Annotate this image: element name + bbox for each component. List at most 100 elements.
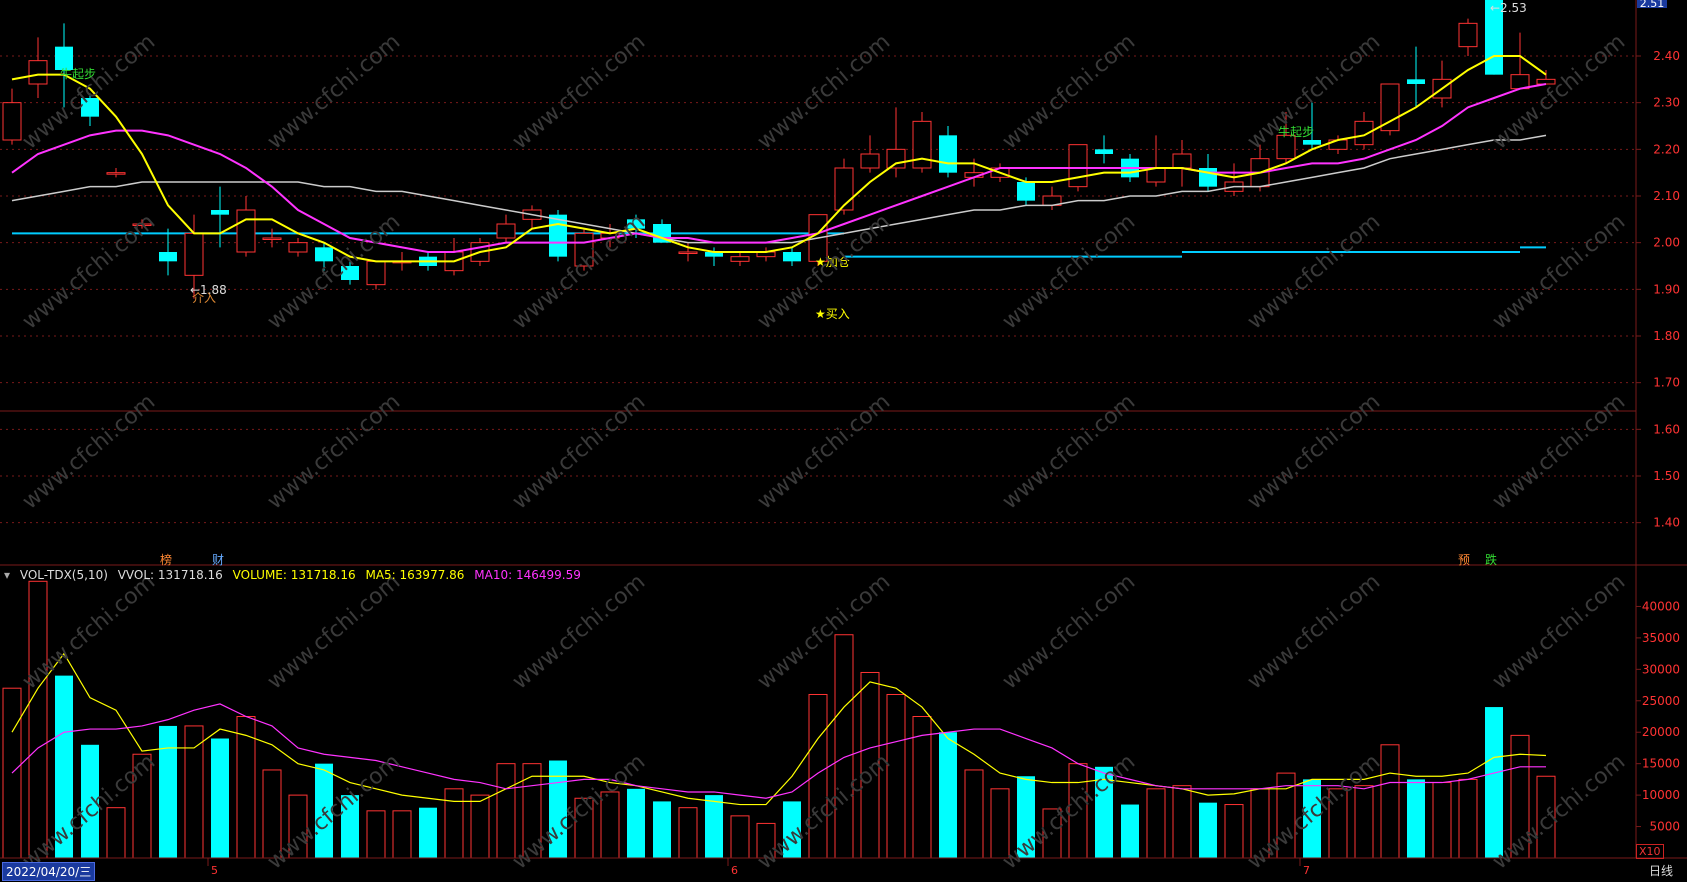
volume-bar[interactable] (549, 760, 567, 858)
candle-body[interactable] (496, 223, 516, 239)
candle-body[interactable] (2, 102, 22, 141)
candle-body[interactable] (262, 237, 282, 240)
candle-body[interactable] (81, 98, 99, 117)
candle-body[interactable] (288, 242, 308, 253)
volume-bar[interactable] (1095, 766, 1113, 858)
volume-bar[interactable] (315, 763, 333, 858)
watermark: www.cfchi.com (1488, 389, 1630, 514)
candle-body[interactable] (1407, 79, 1425, 84)
volume-bar[interactable] (184, 725, 204, 859)
candle-body[interactable] (184, 232, 204, 276)
volume-bar[interactable] (886, 693, 906, 859)
volume-bar[interactable] (470, 794, 490, 859)
candle-body[interactable] (341, 266, 359, 280)
volume-bar[interactable] (1407, 779, 1425, 858)
candle-body[interactable] (1095, 149, 1113, 154)
volume-bar[interactable] (1303, 779, 1321, 858)
candle-body[interactable] (939, 135, 957, 173)
watermark: www.cfchi.com (18, 209, 160, 334)
volume-bar[interactable] (627, 788, 645, 858)
price-tick-label: 2.10 (1653, 189, 1680, 203)
candle-body[interactable] (28, 60, 48, 85)
candle-body[interactable] (106, 172, 126, 175)
volume-bar[interactable] (1146, 788, 1166, 859)
candle-body[interactable] (834, 167, 854, 211)
volume-bar[interactable] (1224, 804, 1244, 859)
candle-body[interactable] (1354, 120, 1374, 146)
volume-bar[interactable] (1380, 744, 1400, 859)
volume-bar[interactable] (28, 580, 48, 859)
candle-body[interactable] (159, 252, 177, 262)
candle-body[interactable] (236, 209, 256, 253)
volume-bar[interactable] (783, 801, 801, 858)
candle-body[interactable] (315, 247, 333, 262)
candle-body[interactable] (1458, 22, 1478, 48)
volume-bar[interactable] (392, 810, 412, 859)
volume-bar[interactable] (211, 738, 229, 858)
event-marker: 跌 (1485, 552, 1497, 567)
candle-body[interactable] (1276, 134, 1296, 160)
vol-ma10-line (11, 703, 1546, 799)
volume-bar[interactable] (1432, 782, 1452, 859)
candle-body[interactable] (211, 210, 229, 215)
volume-bar[interactable] (366, 810, 386, 859)
volume-bar[interactable] (730, 815, 750, 859)
volume-bar[interactable] (1458, 778, 1478, 859)
watermark: www.cfchi.com (753, 569, 895, 694)
volume-bar[interactable] (55, 675, 73, 858)
candle-body[interactable] (1303, 140, 1321, 145)
volume-bar[interactable] (419, 807, 437, 858)
ma-long-line (11, 134, 1547, 244)
candle-body[interactable] (912, 120, 932, 169)
candle-body[interactable] (886, 148, 906, 169)
volume-bar[interactable] (106, 807, 126, 859)
volume-bar[interactable] (834, 634, 854, 859)
candle-body[interactable] (55, 46, 73, 70)
indicator-toggle-icon[interactable]: ▾ (4, 568, 11, 582)
candle-body[interactable] (1068, 144, 1088, 188)
volume-bar[interactable] (1354, 785, 1374, 859)
candle-body[interactable] (627, 219, 645, 229)
volume-bar[interactable] (1172, 785, 1192, 859)
candle-body[interactable] (730, 256, 750, 262)
ma5-line (11, 55, 1547, 263)
volume-bar[interactable] (444, 788, 464, 859)
period-button[interactable]: 日线 (1648, 864, 1673, 878)
volume-bar[interactable] (653, 801, 671, 858)
top-price-tag-bg (1637, 0, 1667, 8)
candle-body[interactable] (783, 252, 801, 262)
volume-bar[interactable] (81, 744, 99, 858)
indicator-name[interactable]: VOL-TDX(5,10) (19, 568, 108, 582)
candle-body[interactable] (678, 251, 698, 254)
volume-bar[interactable] (939, 732, 957, 858)
volume-tick-label: 15000 (1642, 757, 1680, 771)
volume-bar[interactable] (1121, 804, 1139, 858)
month-label: 7 (1303, 864, 1310, 877)
volume-bar[interactable] (912, 716, 932, 859)
candle-body[interactable] (132, 223, 152, 226)
volume-bar[interactable] (159, 725, 177, 858)
price-tick-label: 1.40 (1653, 516, 1680, 530)
candle-body[interactable] (1017, 182, 1035, 201)
volume-bar[interactable] (964, 769, 984, 859)
watermark: www.cfchi.com (508, 389, 650, 514)
candle-body[interactable] (705, 252, 723, 257)
event-marker: 财 (212, 553, 224, 567)
watermark: www.cfchi.com (998, 569, 1140, 694)
volume-bar[interactable] (678, 807, 698, 859)
watermark: www.cfchi.com (998, 389, 1140, 514)
price-tick-label: 2.00 (1653, 236, 1680, 250)
volume-bar[interactable] (1199, 802, 1217, 858)
volume-bar[interactable] (496, 763, 516, 859)
candle-body[interactable] (860, 153, 880, 169)
volume-bar[interactable] (1485, 707, 1503, 858)
volume-bar[interactable] (341, 795, 359, 858)
watermark: www.cfchi.com (753, 389, 895, 514)
price-tick-label: 2.20 (1653, 142, 1680, 156)
signal-mairu: ★买入 (815, 307, 850, 321)
candle-body[interactable] (1172, 153, 1192, 169)
volume-bar[interactable] (705, 795, 723, 858)
candle-body[interactable] (366, 260, 386, 286)
volume-bar[interactable] (1017, 776, 1035, 858)
